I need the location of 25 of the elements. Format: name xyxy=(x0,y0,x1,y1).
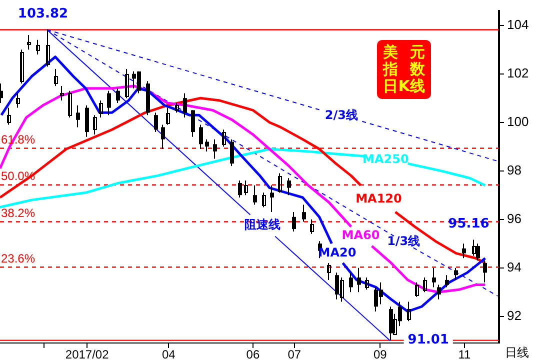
annotation: 103.82 xyxy=(18,6,68,22)
annotation: 95.16 xyxy=(448,216,490,232)
series-label: MA60 xyxy=(342,228,380,242)
y-tick-label: 98 xyxy=(507,162,522,178)
x-tick-label: 2017/02 xyxy=(65,348,110,360)
y-tick-label: 102 xyxy=(507,65,529,80)
annotation: 91.01 xyxy=(408,332,449,348)
annotation: 38.2% xyxy=(1,206,36,220)
y-tick-label: 92 xyxy=(507,308,522,323)
annotation: 23.6% xyxy=(1,251,36,266)
x-tick-label: 06 xyxy=(246,348,260,360)
y-tick-label: 96 xyxy=(507,210,522,226)
text: 美元指数日K线 xyxy=(377,40,431,99)
x-tick-label: 04 xyxy=(162,348,176,360)
x-tick-label: 11 xyxy=(458,348,471,360)
y-tick-label: 94 xyxy=(507,259,522,274)
x-tick-label: 07 xyxy=(288,348,302,360)
series-label: 2/3线 xyxy=(324,108,358,122)
x-axis-title: 日线 xyxy=(505,345,529,360)
y-tick-label: 104 xyxy=(507,16,529,32)
series-label: MA120 xyxy=(356,191,402,206)
series-label: MA250 xyxy=(362,152,409,166)
x-tick-label: 09 xyxy=(373,348,388,360)
series-label: 1/3线 xyxy=(387,234,420,248)
y-tick-label: 100 xyxy=(507,114,529,129)
